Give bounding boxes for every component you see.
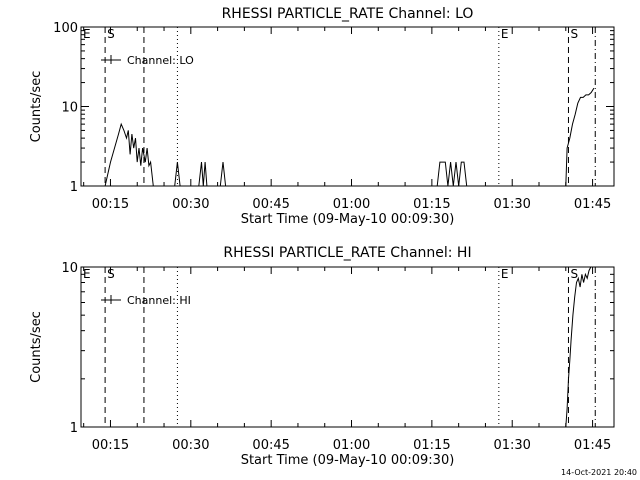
x-tick-label: 01:30 [493, 197, 530, 212]
footer-timestamp: 14-Oct-2021 20:40 [561, 468, 637, 477]
x-tick-label: 00:15 [92, 197, 129, 212]
x-tick-label: 01:45 [574, 197, 611, 212]
y-axis-label: Counts/sec [29, 71, 44, 143]
x-tick-label: 01:30 [493, 438, 530, 453]
event-marker-label: S [570, 27, 578, 41]
x-axis-label: Start Time (09-May-10 00:09:30) [241, 212, 455, 227]
x-tick-label: 00:30 [172, 438, 209, 453]
plot-frame [80, 26, 615, 187]
y-tick-label: 10 [61, 261, 78, 276]
y-axis-label: Counts/sec [29, 311, 44, 383]
event-marker-label: E [501, 27, 509, 41]
x-tick-label: 01:00 [333, 197, 370, 212]
x-tick-label: 01:45 [574, 438, 611, 453]
x-tick-label: 01:15 [413, 438, 450, 453]
series-line [104, 87, 595, 187]
y-tick-label: 1 [70, 180, 78, 195]
series-line [565, 266, 593, 428]
chart-title: RHESSI PARTICLE_RATE Channel: HI [223, 245, 471, 261]
event-marker-label: S [107, 267, 115, 281]
event-marker-label: E [83, 267, 91, 281]
x-tick-label: 00:45 [252, 197, 289, 212]
chart-title: RHESSI PARTICLE_RATE Channel: LO [222, 6, 474, 22]
event-marker-label: S [570, 267, 578, 281]
x-tick-label: 01:00 [333, 438, 370, 453]
event-marker-label: E [83, 27, 91, 41]
legend-entry: Channel: HI [127, 294, 191, 307]
x-tick-label: 00:30 [172, 197, 209, 212]
event-marker-label: S [107, 27, 115, 41]
legend-entry: Channel: LO [127, 54, 194, 67]
x-tick-label: 01:15 [413, 197, 450, 212]
panel-hi: RHESSI PARTICLE_RATE Channel: HI 00:15 00:… [29, 245, 615, 468]
x-tick-label: 00:45 [252, 438, 289, 453]
y-tick-label: 100 [53, 21, 78, 36]
event-marker-label: E [501, 267, 509, 281]
panel-lo: RHESSI PARTICLE_RATE Channel: LO 00:15 00:… [29, 6, 615, 227]
x-axis-label: Start Time (09-May-10 00:09:30) [241, 453, 455, 468]
y-tick-label: 10 [61, 101, 78, 116]
y-tick-label: 1 [70, 421, 78, 436]
x-tick-label: 00:15 [92, 438, 129, 453]
plot-frame [80, 266, 615, 428]
